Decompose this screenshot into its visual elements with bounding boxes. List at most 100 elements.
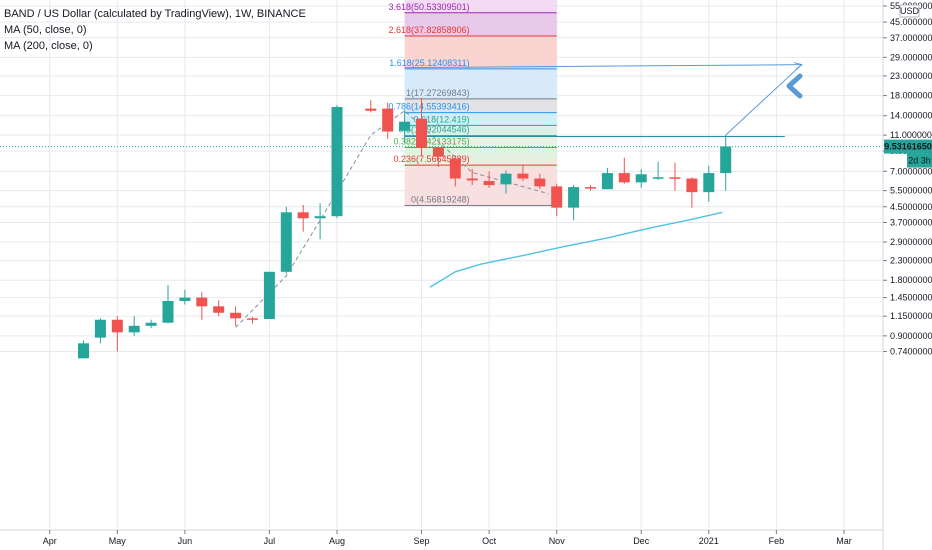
candle-body[interactable] bbox=[78, 343, 89, 359]
y-tick-label: 45.00000000 bbox=[890, 17, 932, 27]
x-tick-label: Apr bbox=[43, 536, 57, 546]
candle-body[interactable] bbox=[466, 178, 478, 181]
candle-body[interactable] bbox=[213, 306, 225, 313]
currency-box[interactable] bbox=[899, 4, 920, 18]
x-tick-label: Sep bbox=[413, 536, 429, 546]
candle-body[interactable] bbox=[297, 212, 309, 219]
x-tick-label: Feb bbox=[769, 536, 785, 546]
price-axis[interactable]: 55.0000000045.0000000037.0000000029.0000… bbox=[882, 0, 932, 550]
projection-line bbox=[725, 64, 803, 136]
y-tick-label: 1.80000000 bbox=[890, 275, 932, 285]
candle-body[interactable] bbox=[365, 108, 377, 111]
candle-body[interactable] bbox=[669, 177, 681, 179]
candle-body[interactable] bbox=[196, 297, 208, 307]
candle-body[interactable] bbox=[618, 173, 630, 183]
time-axis[interactable]: Apr May Jun Jul Aug Sep Oct Nov Dec 2021 Feb Mar bbox=[0, 529, 883, 546]
candle-body[interactable] bbox=[162, 300, 174, 323]
y-tick-label: 0.74000000 bbox=[890, 347, 932, 357]
candle-body[interactable] bbox=[585, 187, 596, 189]
candle-body[interactable] bbox=[652, 177, 664, 179]
fib-band bbox=[404, 135, 557, 148]
candle-body[interactable] bbox=[568, 187, 580, 208]
candle-body[interactable] bbox=[449, 158, 461, 179]
fib-level-label: 0(4.56819248) bbox=[411, 195, 470, 205]
legend-ma50[interactable]: MA (50, close, 0) bbox=[4, 24, 87, 36]
candle-body[interactable] bbox=[703, 173, 715, 193]
fib-level-label: 2.618(37.82858906) bbox=[389, 25, 470, 35]
legend-ma200[interactable]: MA (200, close, 0) bbox=[4, 40, 93, 52]
candle-body[interactable] bbox=[483, 181, 495, 186]
fib-level-label: 0.236(7.56645589) bbox=[394, 154, 470, 164]
fib-level-label: 0.786(14.55393416) bbox=[389, 102, 470, 112]
candle-body[interactable] bbox=[399, 121, 411, 131]
candle-body[interactable] bbox=[432, 147, 444, 157]
currency-label[interactable]: USD bbox=[900, 6, 920, 16]
candle-body[interactable] bbox=[128, 325, 140, 333]
fib-level-label: 1(17.27269843) bbox=[406, 88, 470, 98]
legend-title[interactable]: BAND / US Dollar (calculated by TradingV… bbox=[4, 8, 306, 20]
candles bbox=[78, 97, 732, 359]
fib-level-label: 0.382(9.42133175) bbox=[394, 137, 470, 147]
x-tick-label: Dec bbox=[633, 536, 650, 546]
x-tick-label: May bbox=[109, 536, 127, 546]
fib-band bbox=[404, 0, 557, 13]
candle-body[interactable] bbox=[331, 107, 343, 217]
candle-body[interactable] bbox=[601, 173, 613, 190]
chevron-left-icon bbox=[786, 73, 803, 99]
candle-body[interactable] bbox=[720, 146, 732, 174]
fib-band bbox=[404, 98, 557, 113]
candle-body[interactable] bbox=[145, 322, 157, 326]
projection-arrowhead bbox=[793, 62, 803, 70]
candle-body[interactable] bbox=[179, 297, 191, 301]
candle-body[interactable] bbox=[635, 174, 647, 183]
y-tick-label: 7.00000000 bbox=[890, 166, 932, 176]
candle-body[interactable] bbox=[314, 216, 326, 219]
candle-body[interactable] bbox=[686, 178, 698, 193]
candle-body[interactable] bbox=[500, 173, 512, 185]
x-tick-label: Aug bbox=[329, 536, 345, 546]
candle-body[interactable] bbox=[551, 186, 563, 208]
candle-body[interactable] bbox=[94, 319, 106, 338]
legend: BAND / US Dollar (calculated by TradingV… bbox=[4, 6, 306, 54]
price-axis-bg bbox=[883, 0, 932, 550]
y-tick-label: 2.30000000 bbox=[890, 256, 932, 266]
fib-level-label: 3.618(50.53309501) bbox=[389, 2, 470, 12]
candle-body[interactable] bbox=[517, 173, 529, 179]
y-tick-label: 23.00000000 bbox=[890, 71, 932, 81]
fib-band bbox=[404, 12, 557, 37]
countdown-value: 2d 3h bbox=[908, 156, 931, 166]
y-tick-label: 37.00000000 bbox=[890, 33, 932, 43]
y-tick-label: 14.00000000 bbox=[890, 111, 932, 121]
candle-body[interactable] bbox=[230, 312, 242, 319]
fib-band bbox=[404, 165, 557, 206]
y-tick-label: 4.50000000 bbox=[890, 202, 932, 212]
x-tick-label: Nov bbox=[549, 536, 566, 546]
price-badge bbox=[884, 139, 932, 154]
candle-body[interactable] bbox=[263, 271, 275, 320]
fib-level-label: 0.5(10.92044546) bbox=[399, 125, 470, 135]
fib-level-label: 0.618(12.419) bbox=[414, 114, 470, 124]
candle-body[interactable] bbox=[382, 108, 394, 132]
candle-body[interactable] bbox=[416, 118, 427, 148]
x-tick-label: Jun bbox=[178, 536, 193, 546]
ma200-line bbox=[429, 211, 723, 288]
y-tick-label: 11.00000000 bbox=[890, 130, 932, 140]
y-tick-label: 3.70000000 bbox=[890, 217, 932, 227]
fib-retracement: 3.618(50.53309501) 2.618(37.82858906) 1.61… bbox=[389, 0, 557, 207]
candle-body[interactable] bbox=[280, 212, 292, 272]
y-tick-label: 5.50000000 bbox=[890, 186, 932, 196]
fib-band bbox=[404, 112, 557, 126]
fib-band bbox=[404, 68, 557, 99]
y-tick-label: 1.45000000 bbox=[890, 293, 932, 303]
target-line bbox=[404, 64, 802, 69]
candle-body[interactable] bbox=[111, 319, 123, 333]
candle-body[interactable] bbox=[247, 318, 258, 320]
fib-band bbox=[404, 36, 557, 69]
candle-body[interactable] bbox=[534, 178, 546, 187]
x-tick-label: 2021 bbox=[699, 536, 719, 546]
price-badge-value: 9.53161650 bbox=[884, 142, 932, 152]
